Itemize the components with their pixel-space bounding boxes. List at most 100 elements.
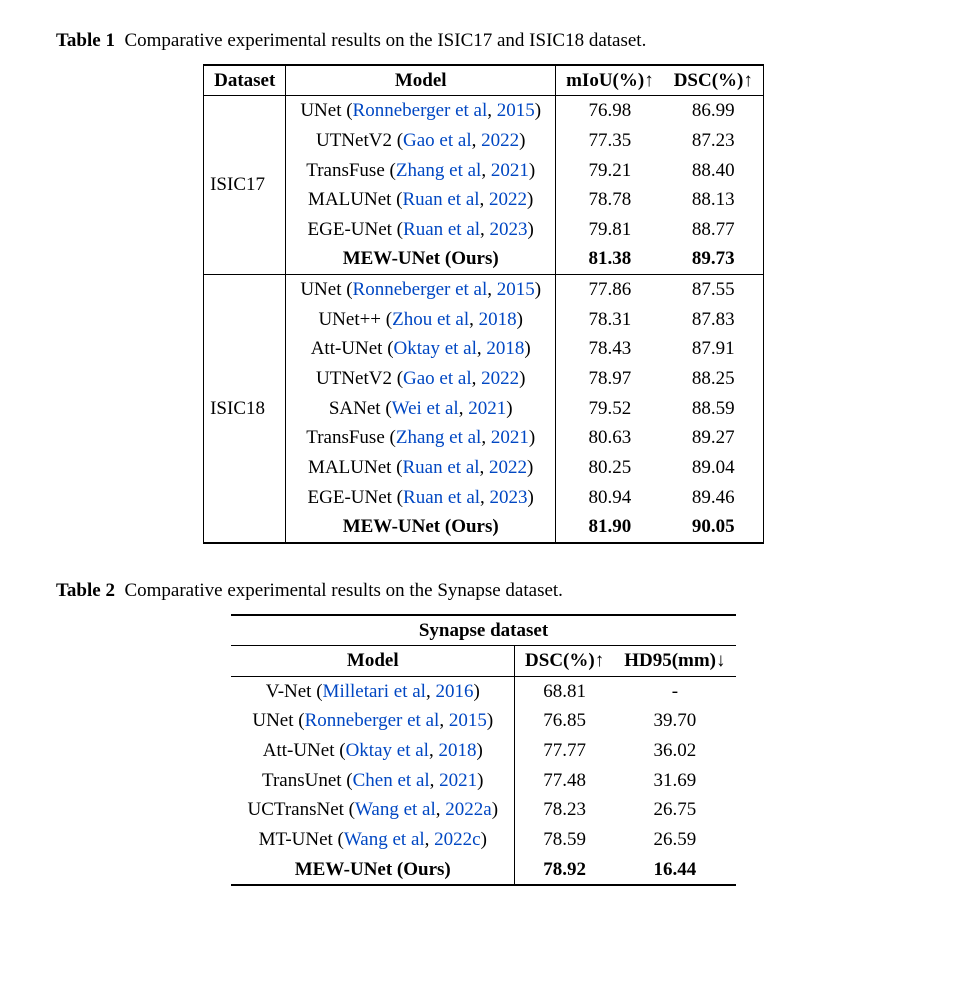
cite-year[interactable]: 2022 xyxy=(481,130,519,151)
cite-author[interactable]: Zhang et al xyxy=(396,427,481,448)
cite-author[interactable]: Ronneberger et al xyxy=(353,100,488,121)
model-cell: EGE-UNet (Ruan et al, 2023) xyxy=(286,215,556,245)
table-row: EGE-UNet (Ruan et al, 2023)80.9489.46 xyxy=(204,483,764,513)
miou-cell: 77.86 xyxy=(556,275,664,305)
cite-author[interactable]: Ronneberger et al xyxy=(305,710,440,731)
table1-caption-label: Table 1 xyxy=(56,30,115,51)
miou-cell: 79.21 xyxy=(556,156,664,186)
cite-year[interactable]: 2022c xyxy=(434,829,480,850)
hd95-cell: 26.75 xyxy=(614,795,735,825)
model-cell: V-Net (Milletari et al, 2016) xyxy=(231,676,514,706)
cite-author[interactable]: Wei et al xyxy=(392,398,459,419)
model-cell: MEW-UNet (Ours) xyxy=(286,512,556,543)
cite-year[interactable]: 2018 xyxy=(438,740,476,761)
dsc-cell: 78.23 xyxy=(515,795,615,825)
cite-author[interactable]: Zhou et al xyxy=(392,309,469,330)
cite-author[interactable]: Milletari et al xyxy=(323,681,426,702)
dsc-cell: 88.13 xyxy=(664,185,764,215)
model-cell: MEW-UNet (Ours) xyxy=(231,855,514,886)
table-row: TransFuse (Zhang et al, 2021)79.2188.40 xyxy=(204,156,764,186)
model-cell: MT-UNet (Wang et al, 2022c) xyxy=(231,825,514,855)
cite-year[interactable]: 2018 xyxy=(486,338,524,359)
miou-cell: 78.78 xyxy=(556,185,664,215)
table-row: SANet (Wei et al, 2021)79.5288.59 xyxy=(204,394,764,424)
miou-cell: 80.63 xyxy=(556,423,664,453)
dsc-cell: 76.85 xyxy=(515,706,615,736)
cite-year[interactable]: 2016 xyxy=(435,681,473,702)
dsc-cell: 90.05 xyxy=(664,512,764,543)
cite-author[interactable]: Gao et al xyxy=(403,368,472,389)
cite-year[interactable]: 2022 xyxy=(481,368,519,389)
model-cell: UNet++ (Zhou et al, 2018) xyxy=(286,305,556,335)
cite-author[interactable]: Ruan et al xyxy=(403,487,480,508)
miou-cell: 76.98 xyxy=(556,96,664,126)
cite-author[interactable]: Gao et al xyxy=(403,130,472,151)
dataset-cell: ISIC18 xyxy=(204,275,286,543)
model-cell: SANet (Wei et al, 2021) xyxy=(286,394,556,424)
table-row: UCTransNet (Wang et al, 2022a)78.2326.75 xyxy=(231,795,735,825)
cite-author[interactable]: Zhang et al xyxy=(396,160,481,181)
cite-author[interactable]: Oktay et al xyxy=(346,740,429,761)
cite-year[interactable]: 2015 xyxy=(497,279,535,300)
table-row: V-Net (Milletari et al, 2016)68.81- xyxy=(231,676,735,706)
model-cell: Att-UNet (Oktay et al, 2018) xyxy=(231,736,514,766)
table-row: TransFuse (Zhang et al, 2021)80.6389.27 xyxy=(204,423,764,453)
cite-year[interactable]: 2023 xyxy=(490,487,528,508)
cite-author[interactable]: Wang et al xyxy=(355,799,436,820)
table-row: TransUnet (Chen et al, 2021)77.4831.69 xyxy=(231,766,735,796)
cite-author[interactable]: Ruan et al xyxy=(403,457,480,478)
cite-year[interactable]: 2015 xyxy=(497,100,535,121)
cite-year[interactable]: 2021 xyxy=(468,398,506,419)
model-cell: Att-UNet (Oktay et al, 2018) xyxy=(286,334,556,364)
dsc-cell: 77.48 xyxy=(515,766,615,796)
miou-cell: 77.35 xyxy=(556,126,664,156)
hd95-cell: 26.59 xyxy=(614,825,735,855)
table2-caption-label: Table 2 xyxy=(56,580,115,601)
cite-year[interactable]: 2021 xyxy=(491,427,529,448)
cite-author[interactable]: Oktay et al xyxy=(394,338,477,359)
table2-header-hd95: HD95(mm)↓ xyxy=(614,646,735,677)
table-row: MT-UNet (Wang et al, 2022c)78.5926.59 xyxy=(231,825,735,855)
table-row: Att-UNet (Oktay et al, 2018)77.7736.02 xyxy=(231,736,735,766)
dsc-cell: 89.04 xyxy=(664,453,764,483)
table-row: UTNetV2 (Gao et al, 2022)77.3587.23 xyxy=(204,126,764,156)
table2: Synapse dataset Model DSC(%)↑ HD95(mm)↓ … xyxy=(231,614,735,887)
model-cell: EGE-UNet (Ruan et al, 2023) xyxy=(286,483,556,513)
hd95-cell: - xyxy=(614,676,735,706)
cite-author[interactable]: Wang et al xyxy=(344,829,425,850)
model-cell: UNet (Ronneberger et al, 2015) xyxy=(286,275,556,305)
cite-year[interactable]: 2021 xyxy=(491,160,529,181)
table-row: ISIC18UNet (Ronneberger et al, 2015)77.8… xyxy=(204,275,764,305)
cite-author[interactable]: Ruan et al xyxy=(403,189,480,210)
hd95-cell: 39.70 xyxy=(614,706,735,736)
cite-author[interactable]: Ronneberger et al xyxy=(353,279,488,300)
cite-author[interactable]: Chen et al xyxy=(353,770,430,791)
cite-year[interactable]: 2023 xyxy=(490,219,528,240)
table-row: UTNetV2 (Gao et al, 2022)78.9788.25 xyxy=(204,364,764,394)
model-cell: TransUnet (Chen et al, 2021) xyxy=(231,766,514,796)
model-cell: MALUNet (Ruan et al, 2022) xyxy=(286,453,556,483)
dsc-cell: 89.46 xyxy=(664,483,764,513)
cite-year[interactable]: 2021 xyxy=(439,770,477,791)
dsc-cell: 86.99 xyxy=(664,96,764,126)
miou-cell: 79.52 xyxy=(556,394,664,424)
dsc-cell: 88.40 xyxy=(664,156,764,186)
dsc-cell: 88.25 xyxy=(664,364,764,394)
dsc-cell: 87.83 xyxy=(664,305,764,335)
dsc-cell: 88.77 xyxy=(664,215,764,245)
cite-year[interactable]: 2022 xyxy=(489,457,527,478)
cite-year[interactable]: 2018 xyxy=(479,309,517,330)
cite-year[interactable]: 2015 xyxy=(449,710,487,731)
dsc-cell: 89.27 xyxy=(664,423,764,453)
table-row: MALUNet (Ruan et al, 2022)78.7888.13 xyxy=(204,185,764,215)
miou-cell: 81.38 xyxy=(556,244,664,274)
cite-year[interactable]: 2022 xyxy=(489,189,527,210)
table2-caption-text: Comparative experimental results on the … xyxy=(124,580,562,601)
model-cell: UCTransNet (Wang et al, 2022a) xyxy=(231,795,514,825)
cite-year[interactable]: 2022a xyxy=(445,799,491,820)
table-row: Att-UNet (Oktay et al, 2018)78.4387.91 xyxy=(204,334,764,364)
table2-toptitle: Synapse dataset xyxy=(231,615,735,646)
cite-author[interactable]: Ruan et al xyxy=(403,219,480,240)
dsc-cell: 88.59 xyxy=(664,394,764,424)
table1-header-row: Dataset Model mIoU(%)↑ DSC(%)↑ xyxy=(204,65,764,96)
